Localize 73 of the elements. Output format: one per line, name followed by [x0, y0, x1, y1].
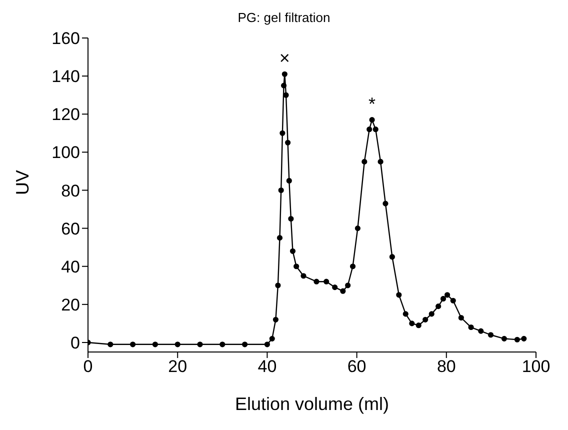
point [286, 178, 292, 184]
point [521, 336, 527, 342]
point [276, 235, 283, 241]
point [280, 130, 286, 136]
point [220, 342, 226, 348]
point [152, 342, 158, 348]
x-tick-label: 60 [347, 357, 366, 376]
point [300, 273, 306, 279]
point [324, 278, 330, 284]
y-tick-label: 80 [61, 181, 80, 200]
point [350, 264, 356, 270]
point [436, 304, 442, 310]
point [354, 226, 360, 232]
point [278, 187, 284, 194]
x-tick-label: 80 [436, 357, 456, 376]
point [280, 82, 287, 88]
point [340, 288, 346, 294]
x-tick-label: 100 [522, 357, 550, 376]
point [130, 342, 136, 348]
point [285, 140, 291, 146]
point [396, 292, 402, 298]
point [269, 336, 275, 342]
point [345, 282, 351, 288]
point [378, 158, 384, 164]
point [290, 248, 296, 254]
y-tick-label: 100 [52, 143, 80, 162]
point [288, 216, 294, 222]
chart-title: PG: gel filtration [236, 9, 332, 27]
point [478, 328, 484, 334]
y-tick-label: 120 [52, 105, 80, 124]
x-tick-label: 0 [83, 357, 93, 376]
y-tick-label: 140 [52, 67, 80, 86]
y-axis-title: UV [12, 170, 32, 195]
point [294, 264, 300, 270]
point [382, 200, 388, 206]
point [501, 336, 507, 342]
point [488, 332, 494, 338]
point [416, 322, 422, 328]
point [282, 71, 288, 77]
point [402, 311, 408, 317]
point [174, 342, 180, 348]
point [468, 324, 474, 330]
point [362, 158, 368, 164]
point [314, 278, 320, 284]
point [332, 284, 338, 290]
point [458, 314, 464, 321]
point [444, 292, 450, 298]
y-tick-label: 160 [52, 29, 80, 48]
point [389, 254, 395, 260]
point [450, 298, 456, 304]
point [366, 126, 372, 132]
point [242, 342, 248, 348]
x-tick-label: 20 [168, 357, 188, 376]
point [264, 342, 270, 348]
x-tick-label: 40 [258, 357, 277, 376]
x-axis-title: Elution volume (ml) [234, 394, 390, 414]
y-tick-label: 60 [61, 219, 80, 238]
point [272, 316, 279, 322]
point [428, 311, 434, 317]
y-tick-label: 0 [70, 334, 80, 353]
point [369, 117, 375, 123]
y-tick-label: 40 [61, 257, 80, 276]
point [372, 126, 378, 132]
point [409, 320, 415, 326]
annotation: * [368, 94, 376, 114]
annotation: × [279, 48, 290, 68]
point [514, 336, 520, 342]
point [197, 342, 203, 348]
point [422, 316, 428, 322]
y-tick-label: 20 [61, 295, 80, 314]
point [440, 296, 446, 302]
point [108, 342, 114, 348]
point [275, 282, 281, 288]
